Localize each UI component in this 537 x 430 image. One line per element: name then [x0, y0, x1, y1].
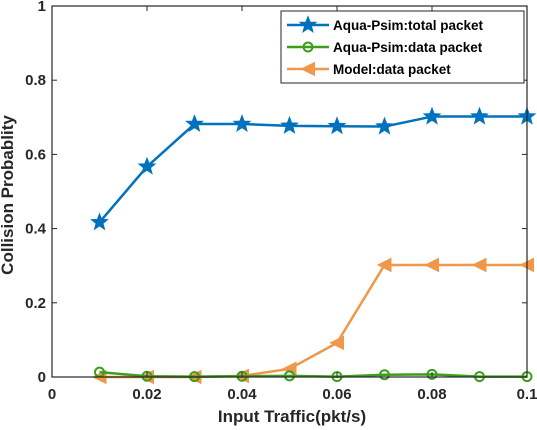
data-point: [376, 257, 392, 273]
data-point: [90, 212, 109, 231]
y-tick-label: 0.2: [25, 295, 46, 312]
legend-entry: Aqua-Psim:data packet: [287, 40, 483, 55]
data-point: [471, 257, 487, 273]
y-axis-label: Collision Probablity: [0, 115, 17, 275]
data-point: [470, 106, 489, 125]
plot-border: [51, 5, 528, 378]
series-line: [99, 370, 527, 378]
y-tick-label: 1: [38, 0, 46, 15]
series-0: [90, 106, 537, 231]
x-tick-label: 0: [48, 386, 56, 403]
data-point: [379, 369, 390, 381]
legend-label: Aqua-Psim:total packet: [333, 18, 484, 33]
legend-label: Model:data packet: [333, 62, 451, 77]
series-line: [98, 115, 527, 224]
x-tick-label: 0.04: [227, 386, 257, 403]
data-point: [141, 370, 153, 382]
data-point: [422, 106, 442, 125]
x-tick-label: 0.08: [417, 386, 446, 403]
data-point: [232, 114, 252, 132]
data-point: [424, 257, 439, 273]
legend-marker: [302, 41, 314, 53]
x-tick-label: 0.1: [517, 386, 537, 403]
series-lines: [90, 106, 537, 385]
x-axis-label: Input Traffic(pkt/s): [218, 407, 366, 426]
series-1: [94, 366, 533, 383]
data-point: [426, 368, 438, 380]
data-point: [185, 114, 204, 132]
series-line: [99, 263, 527, 379]
data-point: [137, 156, 157, 175]
data-point: [375, 116, 394, 135]
data-point: [236, 370, 248, 382]
legend-entry: Aqua-Psim:total packet: [287, 15, 484, 34]
tick-labels: 0 0.02 0.04 0.06 0.08 0.1 0 0.2 0.4 0.6 0.8 1: [25, 0, 537, 403]
data-point: [329, 335, 344, 351]
x-tick-label: 0.06: [322, 386, 351, 403]
plot-frame: [51, 5, 528, 378]
legend-entry: Model:data packet: [287, 61, 451, 77]
legend: Aqua-Psim:total packet Aqua-Psim:data pac…: [280, 10, 525, 84]
legend-marker: [300, 61, 315, 77]
series-2: [91, 257, 534, 385]
y-tick-label: 0: [38, 369, 46, 386]
legend-marker: [298, 15, 318, 34]
data-point: [327, 116, 347, 135]
y-tick-label: 0.8: [25, 72, 46, 89]
y-tick-label: 0.4: [25, 221, 47, 238]
y-tick-label: 0.6: [25, 146, 46, 163]
data-point: [284, 370, 295, 382]
data-point: [280, 115, 299, 134]
legend-label: Aqua-Psim:data packet: [333, 40, 483, 55]
x-tick-label: 0.02: [132, 386, 161, 403]
